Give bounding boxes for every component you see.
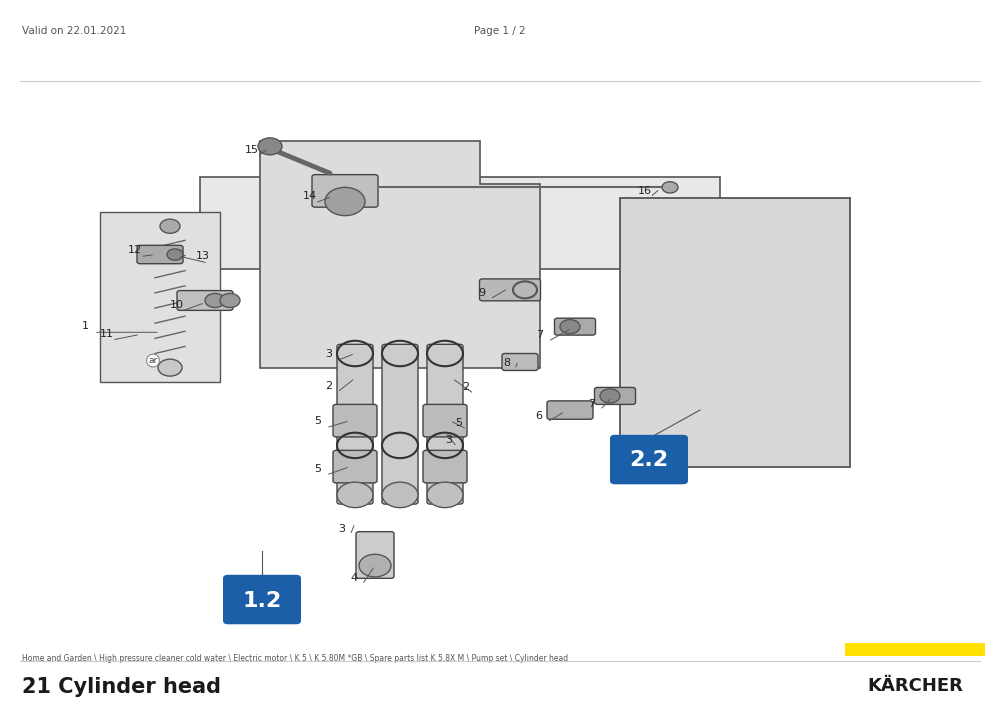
Polygon shape: [260, 141, 540, 368]
FancyBboxPatch shape: [333, 404, 377, 437]
Polygon shape: [200, 177, 720, 269]
Text: 21 Cylinder head: 21 Cylinder head: [22, 677, 221, 697]
Circle shape: [325, 187, 365, 216]
Circle shape: [167, 249, 183, 260]
Text: ar: ar: [148, 356, 158, 365]
Text: 8: 8: [503, 358, 510, 368]
FancyBboxPatch shape: [356, 532, 394, 578]
Text: 7: 7: [536, 330, 543, 340]
Circle shape: [560, 320, 580, 334]
FancyBboxPatch shape: [177, 291, 233, 310]
FancyBboxPatch shape: [547, 401, 593, 419]
Circle shape: [600, 389, 620, 403]
FancyBboxPatch shape: [423, 450, 467, 483]
Text: 14: 14: [303, 192, 317, 201]
Text: Home and Garden \ High pressure cleaner cold water \ Electric motor \ K 5 \ K 5.: Home and Garden \ High pressure cleaner …: [22, 654, 568, 663]
FancyBboxPatch shape: [502, 354, 538, 370]
FancyBboxPatch shape: [382, 344, 418, 504]
FancyBboxPatch shape: [427, 344, 463, 504]
FancyBboxPatch shape: [480, 279, 540, 301]
Text: 9: 9: [478, 288, 485, 298]
FancyBboxPatch shape: [312, 175, 378, 207]
Text: 3: 3: [338, 524, 345, 534]
Text: 12: 12: [128, 245, 142, 255]
Text: Page 1 / 2: Page 1 / 2: [474, 26, 526, 36]
Circle shape: [337, 482, 373, 508]
Circle shape: [258, 138, 282, 155]
Circle shape: [160, 219, 180, 233]
Text: 10: 10: [170, 300, 184, 310]
Text: 2: 2: [325, 381, 332, 391]
Polygon shape: [100, 212, 220, 382]
FancyBboxPatch shape: [594, 387, 636, 404]
Text: Valid on 22.01.2021: Valid on 22.01.2021: [22, 26, 126, 36]
Circle shape: [427, 482, 463, 508]
FancyBboxPatch shape: [333, 450, 377, 483]
FancyBboxPatch shape: [610, 435, 688, 484]
Text: 11: 11: [100, 329, 114, 339]
FancyBboxPatch shape: [845, 643, 985, 656]
Text: 7: 7: [588, 399, 595, 409]
Text: KÄRCHER: KÄRCHER: [867, 677, 963, 694]
FancyBboxPatch shape: [223, 575, 301, 624]
Text: 4: 4: [350, 573, 357, 583]
Polygon shape: [620, 198, 850, 467]
Text: 5: 5: [314, 416, 321, 426]
Text: 1: 1: [82, 321, 89, 331]
FancyBboxPatch shape: [554, 318, 596, 335]
Circle shape: [662, 182, 678, 193]
Text: 6: 6: [535, 411, 542, 421]
Circle shape: [382, 482, 418, 508]
Text: 2: 2: [462, 382, 469, 392]
Circle shape: [158, 359, 182, 376]
Circle shape: [220, 293, 240, 308]
Circle shape: [359, 554, 391, 577]
Text: 16: 16: [638, 186, 652, 196]
Text: 2.2: 2.2: [629, 450, 669, 470]
Text: 3: 3: [325, 349, 332, 359]
Text: 5: 5: [455, 418, 462, 428]
Text: 15: 15: [245, 146, 259, 156]
Text: 5: 5: [314, 464, 321, 474]
FancyBboxPatch shape: [337, 344, 373, 504]
FancyBboxPatch shape: [423, 404, 467, 437]
Text: 3: 3: [445, 436, 452, 445]
Circle shape: [205, 293, 225, 308]
Text: 13: 13: [196, 252, 210, 262]
FancyBboxPatch shape: [137, 245, 183, 264]
Text: 1.2: 1.2: [242, 591, 282, 611]
